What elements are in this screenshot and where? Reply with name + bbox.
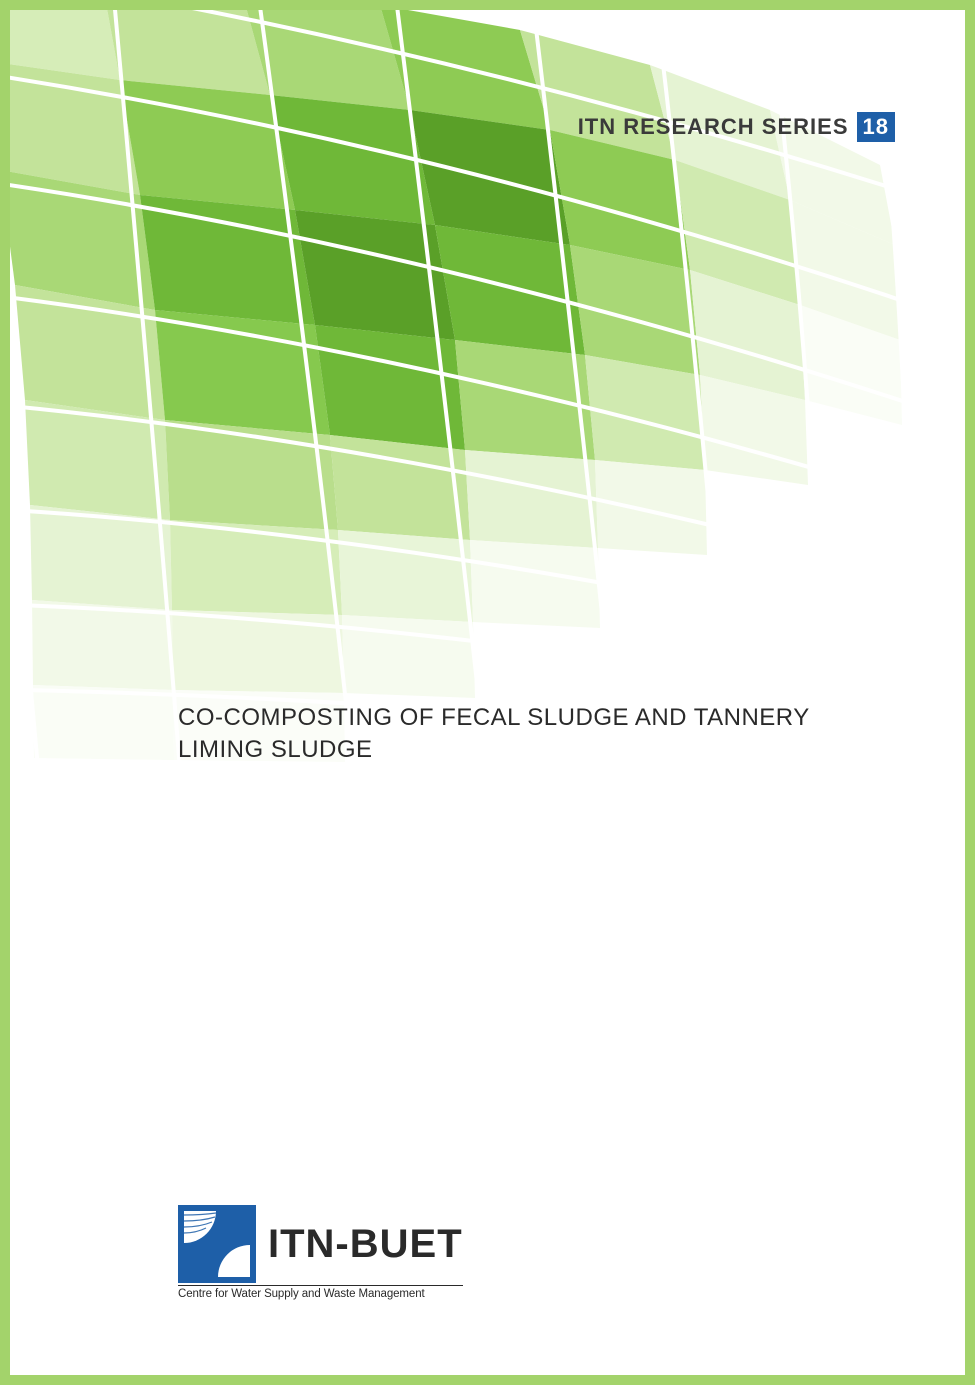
series-label: ITN RESEARCH SERIES 18 xyxy=(578,112,895,142)
logo-mark xyxy=(178,1205,256,1283)
logo-tagline: Centre for Water Supply and Waste Manage… xyxy=(178,1285,463,1300)
logo-name: ITN-BUET xyxy=(268,1222,463,1267)
series-text: ITN RESEARCH SERIES xyxy=(578,114,849,140)
series-number-badge: 18 xyxy=(857,112,895,142)
page-cover: ITN RESEARCH SERIES 18 CO-COMPOSTING OF … xyxy=(0,0,975,1385)
grid-pattern-background xyxy=(10,10,965,1375)
document-title: CO-COMPOSTING OF FECAL SLUDGE AND TANNER… xyxy=(178,702,895,767)
logo-block: ITN-BUET Centre for Water Supply and Was… xyxy=(178,1205,463,1300)
logo-row: ITN-BUET xyxy=(178,1205,463,1283)
logo-mark-svg xyxy=(178,1205,256,1283)
